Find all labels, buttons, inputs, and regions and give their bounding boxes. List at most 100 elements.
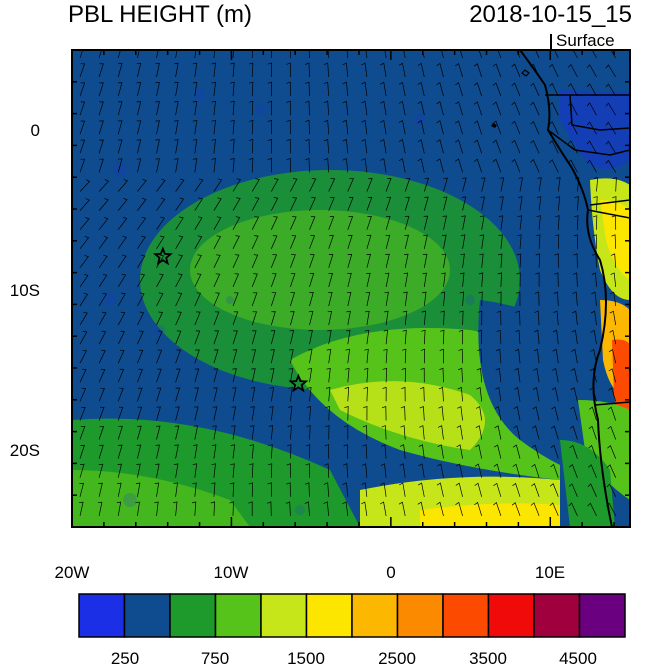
wind-barb xyxy=(537,177,542,192)
wind-barb xyxy=(457,386,463,402)
wind-barb xyxy=(398,501,406,516)
wind-barb xyxy=(98,406,105,421)
wind-barb xyxy=(79,139,86,154)
x-tick-label: 0 xyxy=(386,563,395,582)
wind-barb xyxy=(436,501,444,516)
wind-barb xyxy=(421,329,426,345)
wind-barb xyxy=(270,349,275,364)
wind-barb xyxy=(607,406,617,421)
wind-barb xyxy=(398,81,406,97)
wind-barb xyxy=(323,501,330,516)
wind-barb xyxy=(117,387,124,402)
wind-barb xyxy=(455,501,463,516)
wind-barb xyxy=(98,482,103,497)
wind-barb xyxy=(480,196,485,211)
wind-barb xyxy=(440,329,445,345)
wind-barb xyxy=(230,62,235,78)
wind-barb xyxy=(194,235,203,249)
wind-barb xyxy=(518,177,523,192)
wind-barb xyxy=(289,50,291,59)
wind-barb xyxy=(136,82,142,97)
southern-yellowgreen-zone xyxy=(330,381,485,450)
wind-barb xyxy=(270,292,277,307)
wind-barb xyxy=(404,215,410,230)
wind-barb xyxy=(478,291,483,307)
colorbar-label: 1500 xyxy=(287,649,325,667)
wind-barb xyxy=(384,291,389,307)
wind-barb xyxy=(530,82,540,97)
wind-barb xyxy=(398,100,406,116)
wind-barb xyxy=(514,348,521,364)
wind-barb xyxy=(270,311,276,326)
wind-barb xyxy=(363,386,368,402)
wind-barb xyxy=(420,348,426,364)
wind-barb xyxy=(342,100,349,116)
wind-barb xyxy=(385,196,392,211)
wind-barb xyxy=(156,292,164,307)
wind-barb xyxy=(436,120,444,135)
wind-barb xyxy=(117,139,123,154)
wind-barb xyxy=(573,234,578,249)
wind-barb xyxy=(512,463,521,478)
wind-barb xyxy=(554,50,559,59)
wind-barb xyxy=(137,178,147,192)
wind-barb xyxy=(436,101,444,116)
wind-barb xyxy=(211,138,216,154)
wind-barb xyxy=(175,178,185,192)
wind-barb xyxy=(327,50,330,59)
wind-barb xyxy=(417,62,425,78)
wind-barb xyxy=(398,158,406,173)
wind-barb xyxy=(381,406,387,421)
wind-barb xyxy=(267,119,272,135)
wind-barb xyxy=(590,329,597,345)
wind-barb xyxy=(492,101,502,116)
wind-barb xyxy=(552,367,559,383)
wind-barb xyxy=(117,120,123,135)
wind-barb xyxy=(455,120,463,135)
wind-barb xyxy=(586,121,597,135)
wind-barb xyxy=(381,425,387,440)
wind-barb xyxy=(423,196,429,211)
wind-barb xyxy=(173,463,179,478)
wind-barb xyxy=(530,159,540,173)
wind-barb xyxy=(361,482,368,497)
wind-barb xyxy=(269,387,275,402)
wind-barb xyxy=(98,50,102,59)
wind-barb xyxy=(289,330,295,345)
wind-barb xyxy=(156,178,166,192)
wind-barb xyxy=(343,444,349,459)
wind-barb xyxy=(347,216,354,230)
wind-barb xyxy=(117,216,128,230)
wind-barb xyxy=(474,482,483,497)
map-frame xyxy=(71,49,631,528)
wind-barb xyxy=(459,310,464,326)
pbl-field xyxy=(72,50,630,527)
wind-barb xyxy=(211,463,216,478)
wind-barb xyxy=(175,406,180,421)
wind-barb xyxy=(480,177,486,192)
wind-barb xyxy=(194,254,202,268)
northern-deep-layer xyxy=(72,50,360,150)
wind-barb xyxy=(309,216,316,230)
wind-barb xyxy=(194,216,203,230)
wind-barb xyxy=(607,445,617,459)
wind-barb xyxy=(403,272,409,287)
wind-barb xyxy=(156,235,165,249)
wind-barb xyxy=(455,101,463,116)
x-axis-labels: 20W 10W 0 10E xyxy=(55,563,566,582)
wind-barb xyxy=(478,272,484,287)
wind-barb xyxy=(98,139,104,154)
wind-barb xyxy=(175,368,181,383)
wind-barb xyxy=(156,197,166,211)
wind-barb xyxy=(156,406,161,421)
wind-barb xyxy=(324,444,330,459)
wind-barb xyxy=(605,83,616,97)
wind-barb xyxy=(479,234,485,249)
wind-barb xyxy=(290,178,298,192)
wind-barb xyxy=(606,483,617,497)
wind-barb xyxy=(499,196,504,211)
wind-barb xyxy=(173,501,178,516)
wind-barb xyxy=(287,406,293,421)
wind-barb xyxy=(462,177,467,192)
wind-barb xyxy=(174,444,179,459)
